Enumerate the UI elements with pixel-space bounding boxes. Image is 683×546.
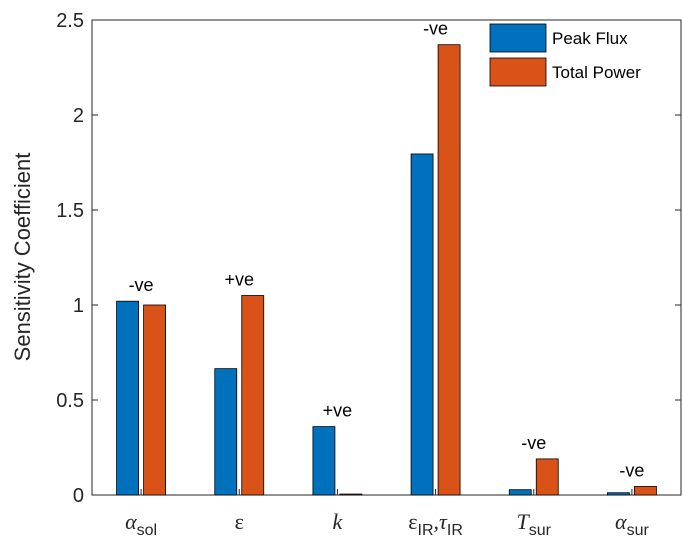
bar-peak-flux <box>607 492 630 496</box>
bar-peak-flux <box>508 489 532 496</box>
y-tick-label: 2 <box>73 105 84 127</box>
bar-peak-flux <box>312 426 336 496</box>
bar-peak-flux <box>214 368 238 496</box>
plot-area: 0 0.5 1 1.5 2 2.5 -ve αsol +ve ε +ve k -ve εIR,τIR -ve… <box>56 10 682 539</box>
x-tick-label: εIR,τIR <box>408 509 463 539</box>
x-tick-label: ε <box>235 509 244 534</box>
x-tick-label: αsol <box>125 509 157 539</box>
bar-total-power <box>535 458 559 496</box>
y-tick-label: 2.5 <box>56 10 84 32</box>
bar-total-power <box>241 295 265 496</box>
y-tick-label: 1.5 <box>56 200 84 222</box>
bar-total-power <box>339 493 363 496</box>
bar-total-power <box>437 44 461 496</box>
bar-peak-flux <box>116 300 139 496</box>
sign-annotation: +ve <box>224 270 254 290</box>
sign-annotation: -ve <box>129 275 154 295</box>
y-tick-label: 0 <box>73 485 84 507</box>
legend-label: Total Power <box>552 63 641 82</box>
bar-peak-flux <box>410 153 434 496</box>
sign-annotation: -ve <box>619 460 644 480</box>
legend-label: Peak Flux <box>552 29 628 48</box>
bar-total-power <box>143 304 166 496</box>
sign-annotation: -ve <box>521 433 546 453</box>
sign-annotation: +ve <box>323 401 353 421</box>
x-tick-label: k <box>333 509 344 534</box>
x-tick-label: Tsur <box>517 509 552 539</box>
legend-swatch <box>489 23 547 53</box>
y-tick-label: 1 <box>73 295 84 317</box>
axes-box <box>91 19 682 496</box>
sign-annotation: -ve <box>423 19 448 39</box>
bar-total-power <box>634 486 657 496</box>
y-tick-label: 0.5 <box>56 390 84 412</box>
y-axis-label: Sensitivity Coefficient <box>10 153 35 362</box>
legend-swatch <box>489 57 547 87</box>
x-tick-label: αsur <box>615 509 649 539</box>
legend: Peak Flux Total Power <box>489 23 641 87</box>
